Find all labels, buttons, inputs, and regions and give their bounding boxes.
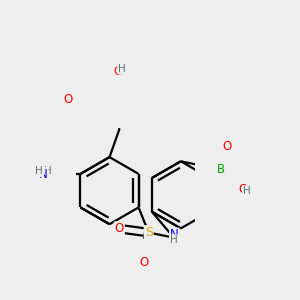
Text: O: O bbox=[115, 222, 124, 235]
Text: O: O bbox=[140, 256, 149, 269]
Text: B: B bbox=[217, 163, 225, 176]
Text: O: O bbox=[222, 140, 231, 153]
Text: H: H bbox=[170, 235, 178, 245]
Text: S: S bbox=[145, 226, 153, 239]
Text: H: H bbox=[35, 166, 43, 176]
Text: H: H bbox=[118, 64, 126, 74]
Text: H: H bbox=[243, 186, 251, 196]
Text: O: O bbox=[113, 65, 122, 78]
Text: O: O bbox=[238, 183, 247, 196]
Text: N: N bbox=[170, 229, 179, 242]
Text: H: H bbox=[44, 166, 52, 176]
Text: O: O bbox=[64, 93, 73, 106]
Text: N: N bbox=[39, 168, 48, 181]
